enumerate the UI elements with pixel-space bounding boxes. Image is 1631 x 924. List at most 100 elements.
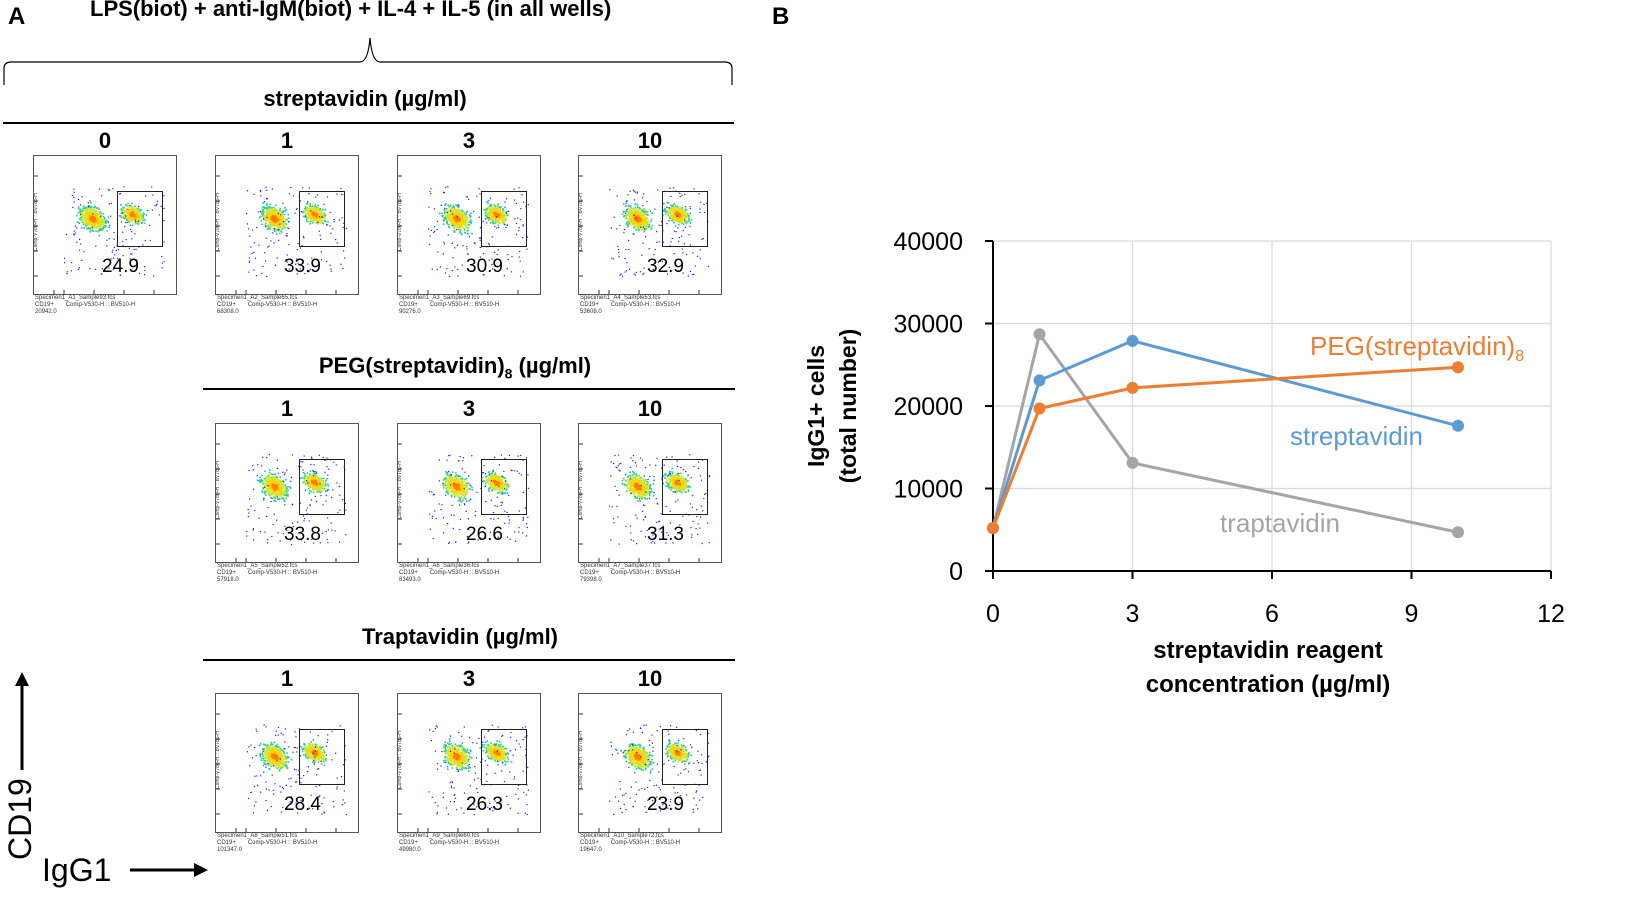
y-axis-title-line2: (total number) <box>835 329 861 484</box>
section-title-streptavidin: streptavidin (µg/ml) <box>263 86 467 111</box>
y-tick-label: 30000 <box>893 311 963 339</box>
cd19-arrow-icon <box>15 672 29 770</box>
section-title-traptavidin: Traptavidin (µg/ml) <box>361 624 559 649</box>
density-scatter <box>34 175 165 294</box>
concentration-label: 1 <box>280 128 294 153</box>
x-tick-label: 3 <box>1126 600 1140 628</box>
top-title: LPS(biot) + anti-IgM(biot) + IL-4 + IL-5… <box>90 0 612 21</box>
flow-plot: Comp-V780-H :: BV785-H 28.4 <box>215 693 359 833</box>
plot-metadata: Specimen1_A9_Sample60.fcs CD19+ Comp-V530-… <box>399 833 499 854</box>
section-rule-traptavidin <box>203 659 735 661</box>
plot-metadata: Specimen1_A2_Sample65.fcs CD19+ Comp-V530-… <box>217 295 317 316</box>
gate-and-x-param: CD19+ Comp-V530-H :: BV510-H <box>580 570 680 577</box>
cd19-axis-label: CD19 <box>2 778 38 860</box>
concentration-label: 10 <box>637 666 663 691</box>
event-count: 79398.0 <box>580 577 602 583</box>
plot-metadata: Specimen1_A3_Sample69.fcs CD19+ Comp-V530-… <box>399 295 499 316</box>
panel-b-label: B <box>772 3 790 30</box>
gate-name: CD19+ <box>399 570 418 576</box>
concentration-label: 1 <box>280 666 294 691</box>
plot-y-param: Comp-V780-H :: BV785-H <box>578 193 584 251</box>
plot-x-param: Comp-V530-H :: BV510-H <box>247 840 318 846</box>
data-point-streptavidin <box>1126 334 1139 347</box>
plot-x-param: Comp-V530-H :: BV510-H <box>610 302 681 308</box>
gate-box <box>662 459 708 515</box>
plot-x-param: Comp-V530-H :: BV510-H <box>247 302 318 308</box>
gate-name: CD19+ <box>399 302 418 308</box>
gate-and-x-param: CD19+ Comp-V530-H :: BV510-H <box>580 302 680 309</box>
gate-and-x-param: CD19+ Comp-V530-H :: BV510-H <box>399 302 499 309</box>
gate-name: CD19+ <box>580 570 599 576</box>
gate-box <box>481 459 527 515</box>
section-title-peg-main: PEG(streptavidin) <box>318 353 505 378</box>
gate-and-x-param: CD19+ Comp-V530-H :: BV510-H <box>399 840 499 847</box>
event-count: 90276.0 <box>399 309 421 315</box>
series-line-peg <box>991 365 1459 529</box>
gate-box <box>299 459 345 515</box>
section-rule-peg <box>203 388 735 390</box>
gate-box <box>299 191 345 247</box>
section-title-peg-sub: 8 <box>504 365 513 382</box>
density-scatter <box>579 713 710 832</box>
density-scatter <box>216 175 348 294</box>
x-axis-title-line1: streptavidin reagent <box>1153 637 1382 664</box>
gate-percentage: 33.9 <box>284 256 321 277</box>
x-tick-label: 12 <box>1537 600 1565 628</box>
plot-y-param: Comp-V780-H :: BV785-H <box>578 461 584 519</box>
event-count: 53608.0 <box>580 309 602 315</box>
concentration-label: 3 <box>462 396 476 421</box>
gate-percentage: 32.9 <box>647 256 684 277</box>
concentration-label: 0 <box>98 128 112 153</box>
x-tick-label: 0 <box>986 600 1000 628</box>
flow-plot: Comp-V780-H :: BV785-H 23.9 <box>578 693 722 833</box>
plot-y-param: Comp-V780-H :: BV785-H <box>215 193 221 251</box>
gate-percentage: 31.3 <box>647 524 684 545</box>
y-tick-label: 20000 <box>893 393 963 421</box>
plot-metadata: Specimen1_A8_Sample51.fcs CD19+ Comp-V530-… <box>217 833 317 854</box>
gate-percentage: 23.9 <box>647 794 684 815</box>
gate-and-x-param: CD19+ Comp-V530-H :: BV510-H <box>399 570 499 577</box>
specimen-name: Specimen1_A3_Sample69.fcs <box>399 295 480 301</box>
plot-x-param: Comp-V530-H :: BV510-H <box>429 570 500 576</box>
gate-percentage: 33.8 <box>284 524 321 545</box>
gate-and-x-param: CD19+ Comp-V530-H :: BV510-H <box>217 570 317 577</box>
gate-name: CD19+ <box>217 570 236 576</box>
section-rule-streptavidin <box>3 122 734 124</box>
specimen-name: Specimen1_A1_Sample93.fcs <box>35 295 116 301</box>
igg1-axis-label: IgG1 <box>42 852 112 888</box>
data-point-peg <box>1126 381 1139 394</box>
data-point-traptavidin <box>1126 456 1139 469</box>
plot-metadata: Specimen1_A4_Sample53.fcs CD19+ Comp-V530-… <box>580 295 680 316</box>
event-count: 101347.0 <box>217 847 243 853</box>
gate-and-x-param: CD19+ Comp-V530-H :: BV510-H <box>580 840 680 847</box>
specimen-name: Specimen1_A5_Sample52.fcs <box>217 563 298 569</box>
concentration-label: 10 <box>637 128 663 153</box>
plot-metadata: Specimen1_A6_Sample36.fcs CD19+ Comp-V530-… <box>399 563 499 584</box>
plot-x-param: Comp-V530-H :: BV510-H <box>65 302 136 308</box>
y-tick-label: 0 <box>949 558 963 586</box>
x-tick-label: 9 <box>1405 600 1419 628</box>
event-count: 68308.0 <box>217 309 239 315</box>
plot-metadata: Specimen1_A5_Sample52.fcs CD19+ Comp-V530-… <box>217 563 317 584</box>
plot-x-param: Comp-V530-H :: BV510-H <box>610 570 681 576</box>
density-scatter <box>579 443 711 562</box>
gate-name: CD19+ <box>217 840 236 846</box>
event-count: 83493.0 <box>399 577 421 583</box>
gate-percentage: 30.9 <box>466 256 503 277</box>
gate-name: CD19+ <box>580 302 599 308</box>
flow-plot: Comp-V780-H :: BV785-H 33.8 <box>215 423 359 563</box>
concentration-label: 3 <box>462 128 476 153</box>
event-count: 19647.0 <box>580 847 602 853</box>
specimen-name: Specimen1_A2_Sample65.fcs <box>217 295 298 301</box>
section-title-peg: PEG(streptavidin)8 (µg/ml) <box>270 353 640 381</box>
flow-plot: Comp-V780-H :: BV785-H 26.3 <box>397 693 541 833</box>
y-tick-label: 10000 <box>893 476 963 504</box>
x-axis-title-line2: concentration (µg/ml) <box>1146 671 1391 698</box>
gate-percentage: 26.3 <box>466 794 503 815</box>
gate-name: CD19+ <box>35 302 54 308</box>
data-point-traptavidin <box>1033 328 1046 341</box>
gate-percentage: 28.4 <box>284 794 321 815</box>
gate-percentage: 24.9 <box>102 256 139 277</box>
